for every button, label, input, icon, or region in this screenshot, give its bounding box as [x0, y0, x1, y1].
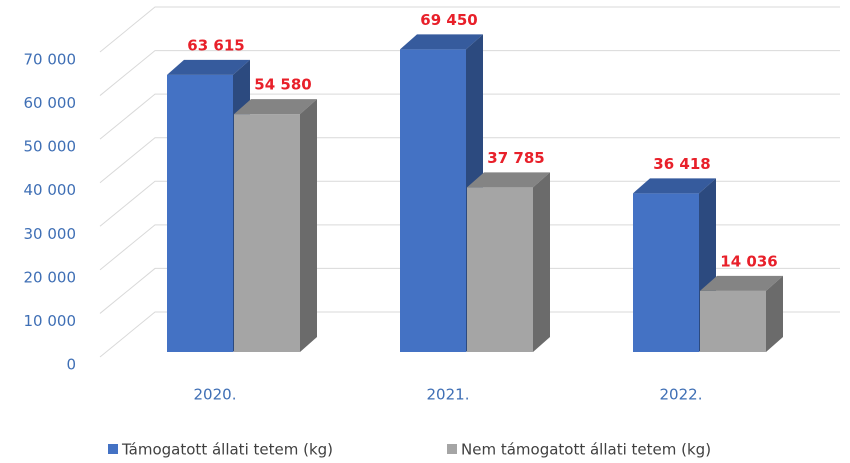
legend-swatch [108, 444, 118, 454]
x-tick-label: 2021. [427, 386, 470, 404]
value-label: 63 615 [187, 36, 244, 54]
grid-line [99, 137, 840, 184]
x-tick-label: 2022. [660, 386, 703, 404]
grid-line [99, 267, 840, 314]
bar [700, 275, 783, 352]
grid-line [99, 93, 840, 140]
y-tick-label: 70 000 [24, 51, 77, 69]
value-label: 37 785 [487, 149, 544, 167]
grid-line [99, 311, 840, 358]
y-tick-label: 20 000 [24, 268, 77, 286]
y-tick-label: 40 000 [24, 181, 77, 199]
grid-line [99, 6, 840, 53]
grid-line [99, 224, 840, 271]
y-tick-label: 60 000 [24, 94, 77, 112]
legend-label: Nem támogatott állati tetem (kg) [461, 441, 711, 459]
y-tick-label: 0 [66, 356, 76, 374]
legend-swatch [447, 444, 457, 454]
value-label: 69 450 [420, 11, 477, 29]
y-tick-label: 30 000 [24, 225, 77, 243]
grid-line [99, 180, 840, 227]
bar [467, 172, 550, 352]
grid-line [99, 50, 840, 96]
bar [234, 99, 317, 353]
value-label: 14 036 [720, 252, 777, 270]
value-label: 36 418 [653, 155, 710, 173]
y-tick-label: 50 000 [24, 138, 77, 156]
value-label: 54 580 [254, 76, 311, 94]
x-tick-label: 2020. [194, 386, 237, 404]
y-tick-label: 10 000 [24, 312, 77, 330]
legend-label: Támogatott állati tetem (kg) [121, 441, 333, 459]
